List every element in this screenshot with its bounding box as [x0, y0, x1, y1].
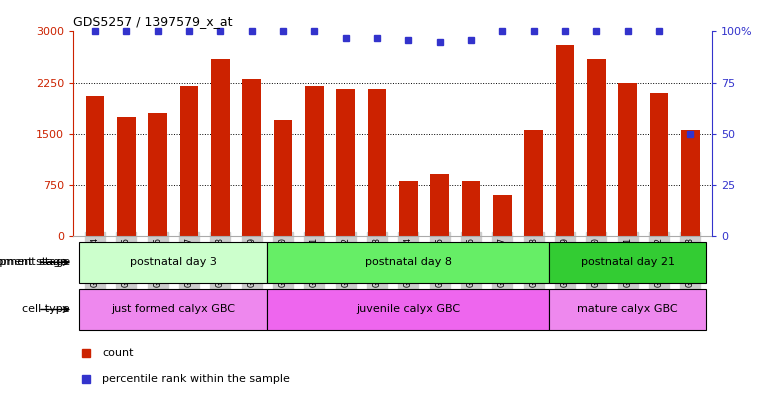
Bar: [549, 242, 706, 283]
Text: just formed calyx GBC: just formed calyx GBC: [112, 305, 236, 314]
Text: cell type: cell type: [22, 305, 70, 314]
Text: percentile rank within the sample: percentile rank within the sample: [102, 374, 290, 384]
Bar: [587, 59, 606, 236]
Text: postnatal day 3: postnatal day 3: [130, 257, 217, 267]
Bar: [462, 181, 480, 236]
Bar: [267, 242, 549, 283]
Text: development stage: development stage: [0, 257, 67, 267]
Bar: [681, 130, 700, 236]
Bar: [367, 89, 387, 236]
Bar: [399, 181, 418, 236]
Bar: [211, 59, 229, 236]
Text: juvenile calyx GBC: juvenile calyx GBC: [357, 305, 460, 314]
Bar: [243, 79, 261, 236]
Bar: [650, 93, 668, 236]
Bar: [305, 86, 323, 236]
Bar: [117, 117, 136, 236]
Bar: [79, 289, 267, 330]
Bar: [79, 242, 267, 283]
Text: mature calyx GBC: mature calyx GBC: [578, 305, 678, 314]
Text: GDS5257 / 1397579_x_at: GDS5257 / 1397579_x_at: [73, 15, 233, 28]
Bar: [149, 113, 167, 236]
Bar: [273, 120, 293, 236]
Bar: [549, 289, 706, 330]
Bar: [524, 130, 543, 236]
Bar: [267, 289, 549, 330]
Text: postnatal day 21: postnatal day 21: [581, 257, 675, 267]
Bar: [493, 195, 512, 236]
Bar: [336, 89, 355, 236]
Text: postnatal day 8: postnatal day 8: [365, 257, 452, 267]
Bar: [85, 96, 105, 236]
Bar: [618, 83, 637, 236]
Text: count: count: [102, 348, 133, 358]
Bar: [179, 86, 199, 236]
Bar: [556, 45, 574, 236]
Text: development stage: development stage: [0, 257, 70, 267]
Bar: [430, 174, 449, 236]
